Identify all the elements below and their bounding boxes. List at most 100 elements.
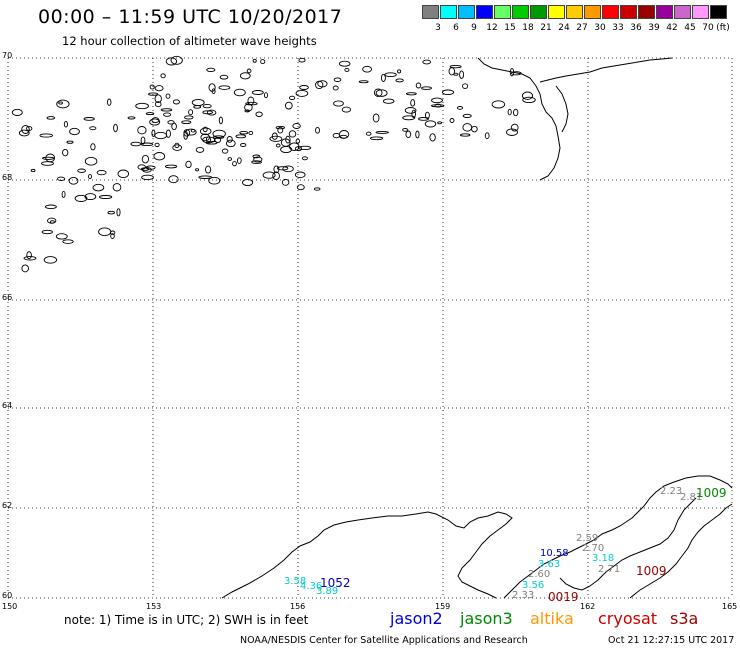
latitude-label: 66 bbox=[2, 293, 13, 302]
ice-contour bbox=[106, 98, 112, 106]
ice-contour bbox=[107, 210, 115, 215]
color-swatch bbox=[548, 5, 565, 19]
ice-contour bbox=[240, 143, 247, 147]
wave-height-label: 3.18 bbox=[592, 553, 615, 564]
ice-contour bbox=[198, 175, 213, 179]
ice-contour bbox=[441, 89, 455, 96]
color-scale-label: 24 bbox=[558, 23, 570, 33]
map-title: 00:00 – 11:59 UTC 10/20/2017 bbox=[38, 6, 343, 28]
satellite-legend-item: altika bbox=[530, 609, 574, 628]
ice-contour bbox=[260, 59, 266, 65]
ice-contour bbox=[521, 91, 534, 100]
ice-contour bbox=[145, 165, 156, 170]
color-swatch bbox=[692, 5, 709, 19]
ice-contour bbox=[208, 176, 221, 185]
wave-height-label: 2.59 bbox=[576, 533, 599, 544]
color-swatch bbox=[638, 5, 655, 19]
ice-contour bbox=[137, 126, 147, 135]
ice-contour bbox=[289, 142, 300, 151]
ice-contour bbox=[88, 173, 92, 180]
longitude-label: 165 bbox=[722, 602, 738, 611]
ice-contour bbox=[252, 154, 261, 159]
ice-contour bbox=[372, 113, 380, 123]
ice-contour bbox=[281, 178, 290, 186]
ice-contour bbox=[206, 67, 216, 73]
ice-contour bbox=[262, 171, 276, 179]
ice-contour bbox=[344, 67, 350, 72]
wave-height-label: 2.33 bbox=[512, 590, 535, 601]
ice-contour bbox=[365, 131, 372, 136]
ice-contour bbox=[89, 126, 97, 131]
ice-contour bbox=[191, 98, 205, 107]
ice-contour bbox=[172, 99, 180, 105]
latitude-label: 64 bbox=[2, 401, 13, 410]
units-note: note: 1) Time is in UTC; 2) SWH is in fe… bbox=[64, 613, 309, 627]
ice-contour bbox=[149, 84, 155, 90]
ice-contour bbox=[431, 97, 443, 104]
ice-contour bbox=[297, 145, 312, 151]
ice-contour bbox=[56, 99, 70, 109]
ice-contour bbox=[462, 113, 472, 118]
ice-contour bbox=[275, 143, 281, 148]
ice-contour bbox=[183, 130, 189, 140]
ice-contour bbox=[251, 90, 264, 95]
ice-contour bbox=[206, 109, 217, 116]
ice-contour bbox=[30, 168, 36, 173]
ice-contour bbox=[422, 59, 432, 65]
wave-height-label: 10.58 bbox=[540, 548, 569, 559]
ice-contour bbox=[462, 83, 469, 89]
map-subtitle: 12 hour collection of altimeter wave hei… bbox=[62, 34, 317, 48]
wave-height-label: 2.81 bbox=[680, 492, 703, 503]
ice-contour bbox=[160, 108, 173, 112]
ice-contour bbox=[145, 112, 155, 116]
satellite-legend-item: cryosat bbox=[598, 609, 658, 628]
latitude-label: 60 bbox=[2, 591, 13, 600]
ice-contour bbox=[459, 133, 471, 137]
ice-contour bbox=[212, 135, 225, 139]
ice-contour bbox=[45, 153, 56, 163]
ice-contour bbox=[397, 69, 402, 74]
ice-contour bbox=[84, 156, 98, 166]
ice-contour bbox=[202, 103, 212, 109]
ice-contour bbox=[235, 134, 247, 139]
ice-contour bbox=[140, 142, 154, 147]
ice-contour bbox=[164, 164, 178, 169]
ice-contour bbox=[284, 101, 293, 110]
ice-contour bbox=[402, 115, 416, 121]
ice-contour bbox=[199, 127, 212, 136]
ice-contour bbox=[83, 117, 95, 121]
color-swatch bbox=[476, 5, 493, 19]
ice-contour bbox=[294, 146, 303, 152]
ice-contour bbox=[185, 128, 197, 136]
ice-contour bbox=[510, 123, 519, 132]
wave-height-label: 1052 bbox=[320, 576, 351, 590]
ice-contour bbox=[415, 130, 420, 139]
ice-contour bbox=[313, 187, 321, 191]
ice-contour bbox=[405, 92, 417, 96]
ice-contour bbox=[509, 67, 515, 77]
ice-contour bbox=[269, 135, 283, 142]
ice-contour bbox=[437, 121, 443, 125]
wave-height-label: 3.56 bbox=[522, 580, 545, 591]
ice-contour bbox=[98, 195, 113, 199]
ice-contour bbox=[21, 125, 30, 134]
ice-contour bbox=[253, 156, 263, 163]
wave-height-label: 3.89 bbox=[316, 586, 339, 597]
ice-contour bbox=[315, 126, 320, 134]
ice-contour bbox=[369, 136, 384, 141]
wave-height-label: 2.23 bbox=[660, 486, 683, 497]
ice-contour bbox=[404, 107, 417, 114]
ice-contour bbox=[116, 208, 121, 217]
ice-contour bbox=[282, 165, 294, 173]
ice-contour bbox=[410, 99, 416, 107]
ice-contour bbox=[221, 148, 229, 154]
ice-contour bbox=[301, 156, 308, 161]
ice-contour bbox=[172, 144, 183, 151]
ice-contour bbox=[205, 140, 218, 145]
color-scale-label: 21 bbox=[540, 23, 552, 33]
ice-contour bbox=[195, 168, 200, 172]
ice-contour bbox=[513, 108, 519, 117]
ice-contour bbox=[41, 161, 54, 166]
ice-contour bbox=[185, 160, 192, 169]
